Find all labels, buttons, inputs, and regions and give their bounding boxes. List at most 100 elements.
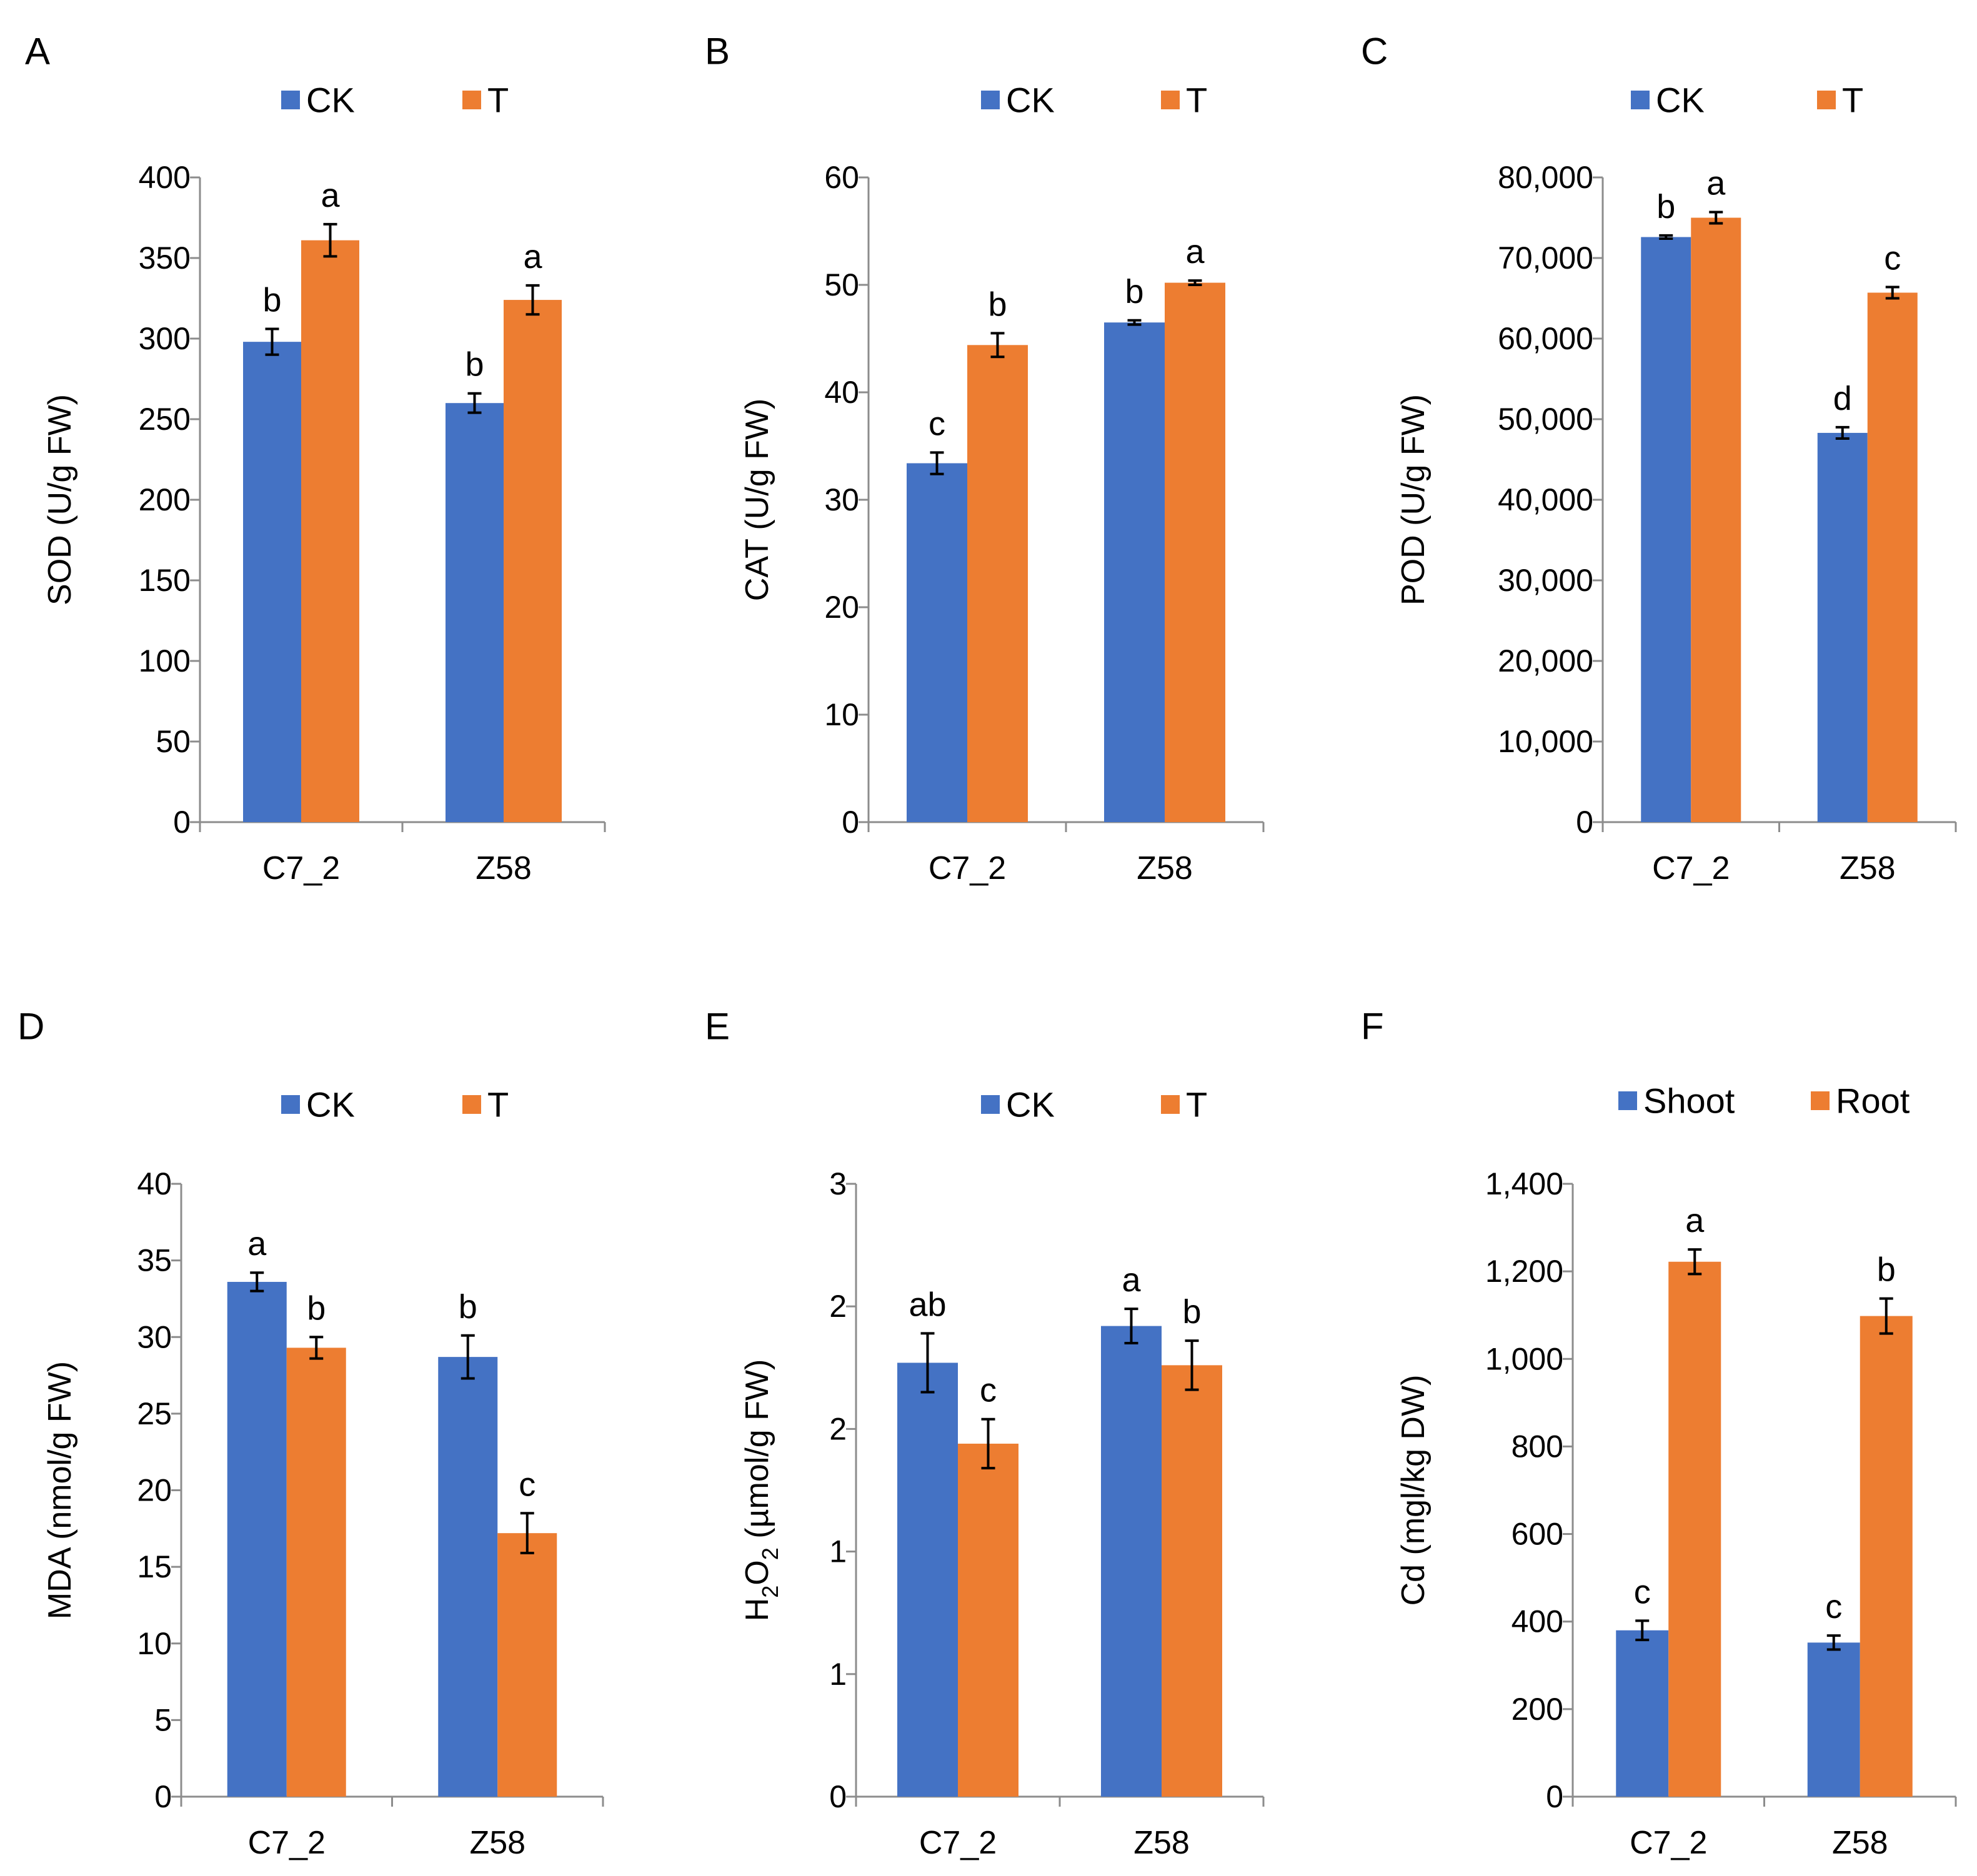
y-tick-label-a-8: 400 <box>139 160 191 195</box>
significance-letter-b-1-0: b <box>988 285 1007 323</box>
category-label-e-1: Z58 <box>1133 1825 1190 1861</box>
significance-letter-c-1-0: a <box>1706 164 1726 202</box>
y-tick-label-f-1: 200 <box>1511 1692 1563 1727</box>
y-tick-label-d-6: 30 <box>137 1319 172 1354</box>
bar-c-t-0 <box>1691 217 1741 822</box>
y-tick-label-b-2: 20 <box>824 590 859 625</box>
y-title-part-h: H <box>739 1598 775 1622</box>
bar-c-ck-0 <box>1641 237 1691 823</box>
y-axis-title-a: SOD (U/g FW) <box>42 394 78 605</box>
significance-letter-d-0-1: b <box>459 1288 477 1326</box>
y-tick-label-d-7: 35 <box>137 1243 172 1278</box>
y-title-sub-1: 2 <box>757 1586 783 1598</box>
y-tick-label-f-7: 1,400 <box>1485 1166 1563 1201</box>
y-tick-label-c-0: 0 <box>1576 805 1593 840</box>
y-tick-label-d-0: 0 <box>154 1779 172 1814</box>
significance-letter-f-1-0: a <box>1685 1202 1705 1239</box>
legend-label-f-0: Shoot <box>1643 1081 1735 1121</box>
y-tick-label-a-5: 250 <box>139 402 191 437</box>
y-axis-title-e: H2O2 (µmol/g FW) <box>739 1359 783 1622</box>
significance-letter-b-0-1: b <box>1125 273 1143 310</box>
bar-a-t-1 <box>504 300 562 823</box>
bar-f-root-0 <box>1668 1261 1721 1797</box>
y-tick-label-b-4: 40 <box>824 375 859 410</box>
legend-label-e-1: T <box>1186 1085 1207 1124</box>
legend-swatch-d-1 <box>462 1095 481 1114</box>
bar-b-ck-0 <box>907 463 967 822</box>
bar-f-shoot-1 <box>1807 1642 1860 1797</box>
significance-letter-f-0-1: c <box>1825 1588 1842 1625</box>
y-tick-label-b-6: 60 <box>824 160 859 195</box>
category-label-d-0: C7_2 <box>248 1825 326 1861</box>
y-tick-label-e-5: 3 <box>829 1166 847 1201</box>
y-tick-label-c-7: 70,000 <box>1498 241 1593 275</box>
legend-swatch-f-0 <box>1618 1091 1637 1110</box>
significance-letter-a-1-0: a <box>321 177 340 214</box>
y-tick-label-d-3: 15 <box>137 1549 172 1584</box>
y-axis-title-c: POD (U/g FW) <box>1395 394 1432 605</box>
bar-e-ck-0 <box>897 1362 958 1797</box>
y-tick-label-a-3: 150 <box>139 563 191 598</box>
bar-a-ck-1 <box>446 403 504 822</box>
significance-letter-c-0-0: b <box>1656 188 1675 226</box>
y-tick-label-d-4: 20 <box>137 1473 172 1508</box>
y-tick-label-a-6: 300 <box>139 321 191 356</box>
bar-c-t-1 <box>1867 292 1918 823</box>
legend-swatch-c-1 <box>1817 91 1836 109</box>
legend-label-d-0: CK <box>306 1085 355 1124</box>
significance-letter-e-0-1: a <box>1122 1261 1141 1299</box>
bar-a-ck-0 <box>243 342 301 822</box>
y-title-sub-2: 2 <box>757 1547 783 1560</box>
legend-label-b-0: CK <box>1006 81 1055 120</box>
legend-swatch-a-0 <box>281 91 300 109</box>
significance-letter-f-0-0: c <box>1634 1573 1651 1610</box>
category-label-f-0: C7_2 <box>1630 1825 1707 1861</box>
y-tick-label-a-1: 50 <box>156 724 191 759</box>
y-tick-label-d-5: 25 <box>137 1396 172 1431</box>
y-title-part-o: O <box>739 1560 775 1585</box>
y-tick-label-c-1: 10,000 <box>1498 724 1593 759</box>
category-label-d-1: Z58 <box>469 1825 525 1861</box>
y-tick-label-f-5: 1,000 <box>1485 1341 1563 1376</box>
category-label-c-1: Z58 <box>1840 850 1896 886</box>
y-tick-label-e-4: 2 <box>829 1289 847 1324</box>
y-tick-label-b-1: 10 <box>824 697 859 732</box>
legend-label-f-1: Root <box>1836 1081 1910 1121</box>
significance-letter-c-1-1: c <box>1884 239 1901 277</box>
y-tick-label-c-8: 80,000 <box>1498 160 1593 195</box>
legend-swatch-b-0 <box>981 91 1000 109</box>
y-tick-label-c-3: 30,000 <box>1498 563 1593 598</box>
significance-letter-b-1-1: a <box>1185 233 1205 270</box>
legend-swatch-e-1 <box>1161 1095 1180 1114</box>
significance-letter-c-0-1: d <box>1833 380 1852 417</box>
legend-label-c-1: T <box>1842 81 1863 120</box>
bar-c-ck-1 <box>1817 432 1868 822</box>
y-tick-label-f-4: 800 <box>1511 1429 1563 1464</box>
panel-label-b: B <box>705 31 730 72</box>
category-label-f-1: Z58 <box>1832 1825 1888 1861</box>
y-tick-label-c-4: 40,000 <box>1498 482 1593 517</box>
legend-swatch-a-1 <box>462 91 481 109</box>
significance-letter-d-1-1: c <box>519 1466 535 1503</box>
y-tick-label-a-7: 350 <box>139 241 191 275</box>
bar-b-ck-1 <box>1104 322 1165 822</box>
y-tick-label-e-1: 1 <box>829 1657 847 1692</box>
y-axis-title-b: CAT (U/g FW) <box>739 399 775 602</box>
legend-label-b-1: T <box>1186 81 1207 120</box>
category-label-a-1: Z58 <box>476 850 532 886</box>
bar-d-t-0 <box>286 1347 346 1797</box>
significance-letter-d-0-0: a <box>247 1225 267 1263</box>
y-tick-label-d-8: 40 <box>137 1166 172 1201</box>
panel-label-f: F <box>1361 1006 1384 1048</box>
bar-d-t-1 <box>497 1533 557 1797</box>
y-tick-label-d-2: 10 <box>137 1626 172 1661</box>
significance-letter-a-1-1: a <box>523 238 542 275</box>
y-tick-label-c-2: 20,000 <box>1498 643 1593 678</box>
y-tick-label-a-2: 100 <box>139 643 191 678</box>
y-tick-label-f-0: 0 <box>1546 1779 1563 1814</box>
category-label-c-0: C7_2 <box>1652 850 1730 886</box>
legend-label-d-1: T <box>487 1085 509 1124</box>
legend-label-e-0: CK <box>1006 1085 1055 1124</box>
y-tick-label-b-5: 50 <box>824 267 859 302</box>
